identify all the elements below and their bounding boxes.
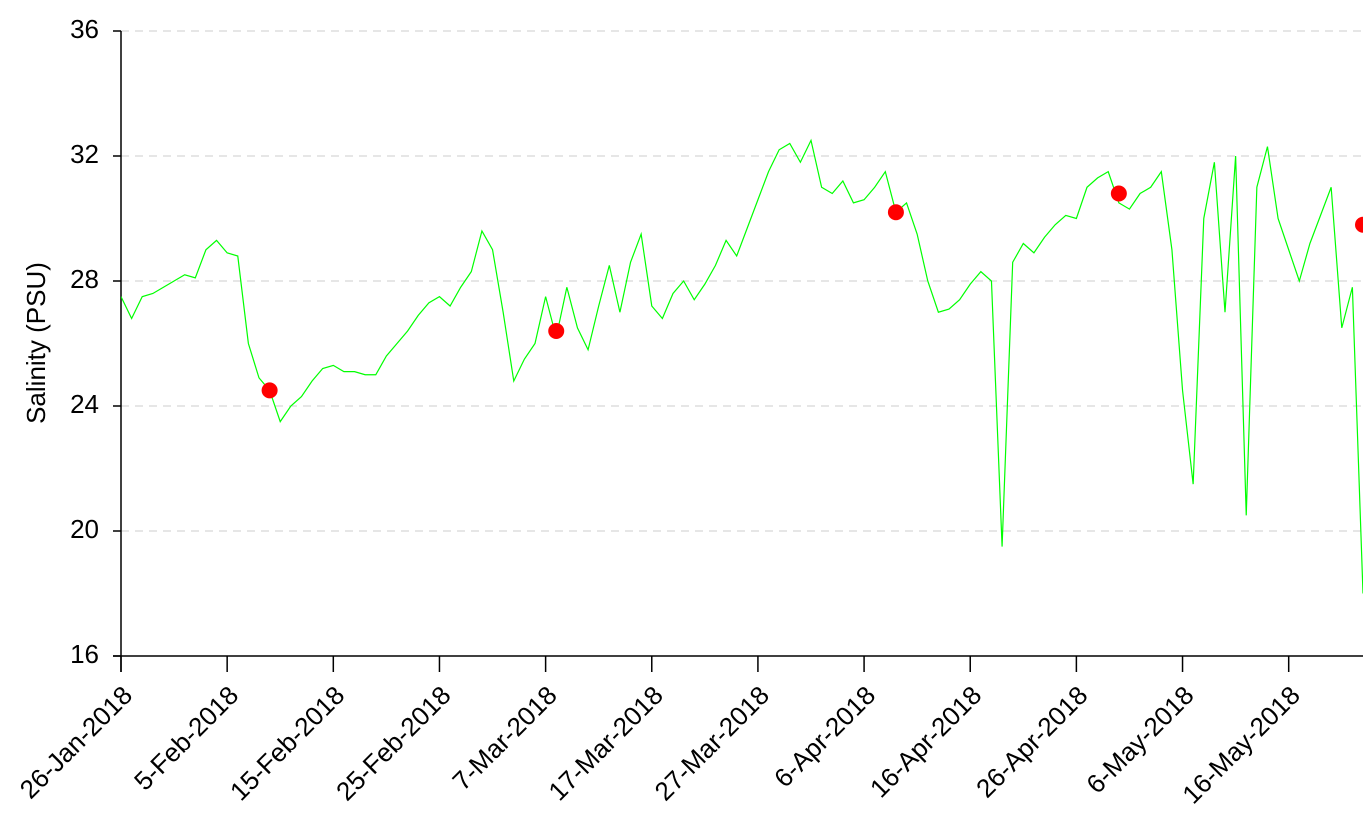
y-tick-label: 24 [70, 389, 99, 419]
y-tick-label: 36 [70, 14, 99, 44]
x-tick-label: 6-Apr-2018 [768, 680, 881, 793]
x-tick-label: 6-May-2018 [1080, 680, 1199, 799]
y-tick-label: 20 [70, 514, 99, 544]
x-tick-label: 26-Apr-2018 [970, 680, 1093, 803]
sample-point [887, 204, 904, 221]
sample-point [1110, 185, 1127, 202]
sample-point [1355, 216, 1363, 233]
sample-point [548, 323, 565, 339]
x-tick-label: 7-Mar-2018 [446, 680, 562, 796]
y-tick-label: 32 [70, 139, 99, 169]
x-tick-label: 27-Mar-2018 [649, 680, 775, 806]
x-tick-label: 16-Apr-2018 [864, 680, 987, 803]
y-axis-label: Salinity (PSU) [21, 262, 51, 424]
sample-point [261, 382, 278, 399]
y-tick-label: 28 [70, 264, 99, 294]
plot-area [121, 138, 1363, 594]
y-tick-label: 16 [70, 639, 99, 669]
x-tick-label: 5-Feb-2018 [128, 680, 244, 796]
x-tick-label: 26-Jan-2018 [14, 680, 138, 804]
salinity-line [121, 138, 1363, 594]
x-tick-label: 25-Feb-2018 [330, 680, 456, 806]
